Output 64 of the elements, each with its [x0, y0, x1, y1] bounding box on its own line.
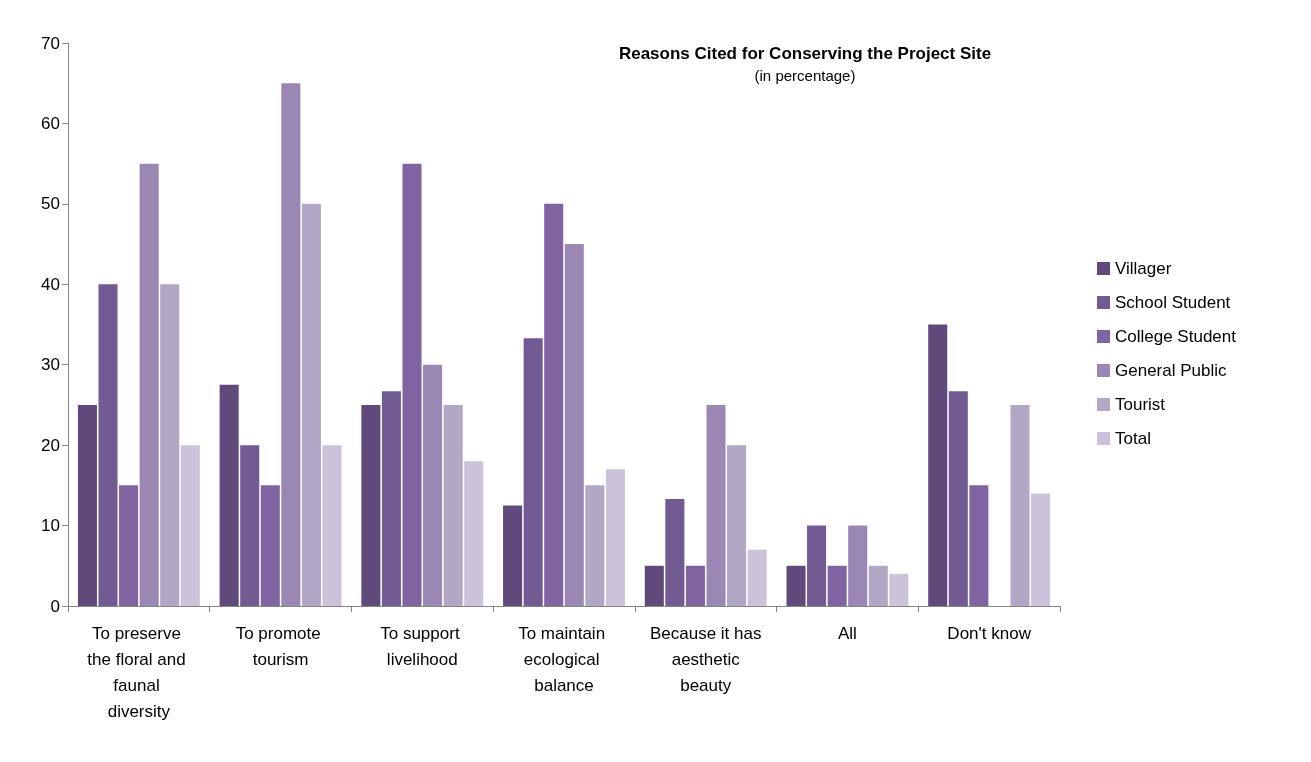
y-tick-label: 30 [41, 355, 60, 375]
bar [240, 445, 260, 606]
bar [644, 565, 664, 606]
y-tick-label: 40 [41, 274, 60, 294]
bar [423, 364, 443, 606]
bar [948, 391, 968, 606]
y-tick-label: 10 [41, 516, 60, 536]
x-tick-label: To preserve the floral and faunal diversity [87, 623, 191, 721]
y-tick-label: 70 [41, 33, 60, 53]
bar [443, 404, 463, 606]
bar [889, 573, 909, 606]
bar [381, 391, 401, 606]
bar [786, 565, 806, 606]
bar [260, 485, 280, 606]
bar [848, 525, 868, 606]
y-tick-label: 0 [50, 596, 60, 616]
bar [160, 284, 180, 606]
bar [219, 384, 239, 606]
bar [523, 338, 543, 606]
legend-label: Total [1115, 429, 1151, 448]
bar [503, 505, 523, 606]
bar [98, 284, 118, 606]
legend-label: School Student [1115, 293, 1231, 312]
x-tick-label: All [837, 623, 857, 643]
legend-label: General Public [1115, 361, 1227, 380]
bar [827, 565, 847, 606]
y-tick-label: 50 [41, 194, 60, 214]
bar [77, 404, 97, 606]
legend-label: Tourist [1115, 395, 1166, 414]
bar [1010, 404, 1030, 606]
y-tick-label: 60 [41, 113, 60, 133]
bar [119, 485, 139, 606]
y-tick-label: 20 [41, 435, 60, 455]
x-tick-label: Don't know [947, 623, 1032, 643]
bar [665, 499, 685, 606]
bar [807, 525, 827, 606]
bar [301, 203, 321, 606]
bar [402, 163, 422, 606]
bar [139, 163, 159, 606]
bar [747, 549, 767, 606]
legend-label: College Student [1115, 327, 1237, 346]
bar [585, 485, 605, 606]
bar [544, 203, 564, 606]
bar [685, 565, 705, 606]
bar [727, 445, 747, 606]
bar [464, 461, 484, 606]
x-tick-label: To promote tourism [235, 623, 326, 669]
chart-title: Reasons Cited for Conserving the Project Site [618, 44, 992, 63]
x-tick-label: To support livelihood [380, 623, 465, 669]
bar [868, 565, 888, 606]
legend-label: Villager [1115, 259, 1172, 278]
bar [281, 83, 301, 606]
bar [564, 244, 584, 606]
bar [928, 324, 948, 606]
text: (in percentage) [754, 67, 856, 84]
bar [322, 445, 342, 606]
bar [605, 469, 625, 606]
bar [969, 485, 989, 606]
bar [361, 404, 381, 606]
bar [706, 404, 726, 606]
x-tick-label: Because it has aesthetic beauty [649, 623, 762, 695]
bar [1031, 493, 1051, 606]
x-tick-label: To maintain ecological balance [518, 623, 610, 695]
bar [180, 445, 200, 606]
